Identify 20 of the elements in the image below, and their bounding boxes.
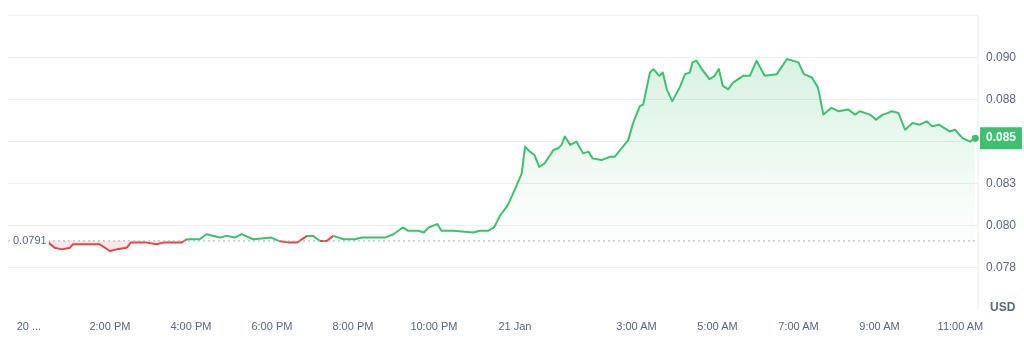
ref-line-label: 0.0791 [13,233,47,246]
x-tick-label: 3:00 AM [616,319,657,332]
x-tick-label: 8:00 PM [332,319,374,332]
y-tick-label: 0.088 [986,91,1017,106]
y-tick-label: 0.080 [986,218,1017,233]
y-tick-label: 0.090 [986,49,1017,64]
x-tick-label: 11:00 AM [937,319,984,332]
y-axis-title: USD [990,300,1016,315]
y-tick-label: 0.083 [986,175,1017,190]
x-tick-label: 2:00 PM [89,319,131,332]
x-tick-label: 6:00 PM [251,319,293,332]
x-tick-label: 10:00 PM [410,319,458,332]
x-tick-label: 4:00 PM [170,319,212,332]
y-tick-label: 0.078 [986,260,1017,275]
annotation: 0.085 [986,130,1017,145]
x-tick-label: 9:00 AM [859,319,900,332]
x-tick-label: 21 Jan [498,319,532,332]
x-tick-label: 20 ... [16,319,42,332]
x-tick-label: 7:00 AM [778,319,819,332]
x-tick-label: 5:00 AM [697,319,738,332]
